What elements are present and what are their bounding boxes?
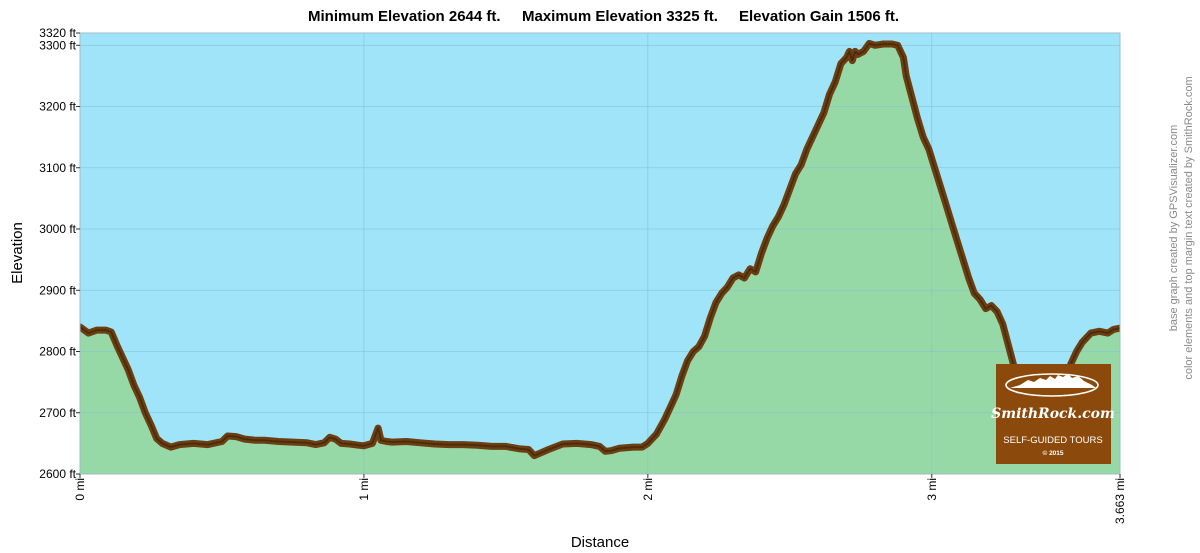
y-tick-label: 2600 ft: [39, 467, 76, 481]
y-tick-label: 3320 ft: [39, 26, 76, 40]
y-tick-label: 2900 ft: [39, 283, 76, 297]
y-axis-label: Elevation: [9, 222, 26, 284]
y-tick-label: 3100 ft: [39, 161, 76, 175]
elevation-line-texture: [80, 42, 1120, 457]
title-min-elevation: Minimum Elevation 2644 ft.: [308, 8, 501, 25]
x-tick-label: 2 mi: [641, 478, 655, 501]
chart-title: Minimum Elevation 2644 ft. Maximum Eleva…: [308, 8, 899, 25]
elevation-area: [80, 43, 1120, 474]
x-tick-label: 3 mi: [925, 478, 939, 501]
y-tick-label: 2800 ft: [39, 345, 76, 359]
y-tick-label: 3300 ft: [39, 38, 76, 52]
y-tick-label: 3200 ft: [39, 100, 76, 114]
grid-lines: [80, 33, 1120, 474]
x-axis-label: Distance: [571, 534, 629, 551]
title-max-elevation: Maximum Elevation 3325 ft.: [522, 8, 718, 25]
y-tick-label: 3000 ft: [39, 222, 76, 236]
y-axis: 2600 ft 2700 ft 2800 ft 2900 ft 3000 ft 3100 …: [39, 26, 80, 481]
credit-line-2: color elements and top margin text creat…: [1183, 76, 1195, 379]
rock-formation-icon: [1005, 373, 1099, 397]
x-axis: 0 mi 1 mi 2 mi 3 mi 3.663 mi: [73, 474, 1127, 524]
plot-border: [79, 32, 1121, 475]
smithrock-logo: SmithRock.com SELF-GUIDED TOURS © 2015: [991, 364, 1115, 464]
x-tick-label: 3.663 mi: [1113, 478, 1127, 524]
credit-line-1: base graph created by GPSVisualizer.com: [1168, 125, 1180, 331]
logo-copyright: © 2015: [1042, 449, 1063, 457]
title-elevation-gain: Elevation Gain 1506 ft.: [739, 8, 899, 25]
x-tick-label: 0 mi: [73, 478, 87, 501]
logo-brand: SmithRock.com: [991, 406, 1115, 422]
x-tick-label: 1 mi: [357, 478, 371, 501]
logo-tagline: SELF-GUIDED TOURS: [1003, 435, 1102, 446]
y-tick-label: 2700 ft: [39, 406, 76, 420]
